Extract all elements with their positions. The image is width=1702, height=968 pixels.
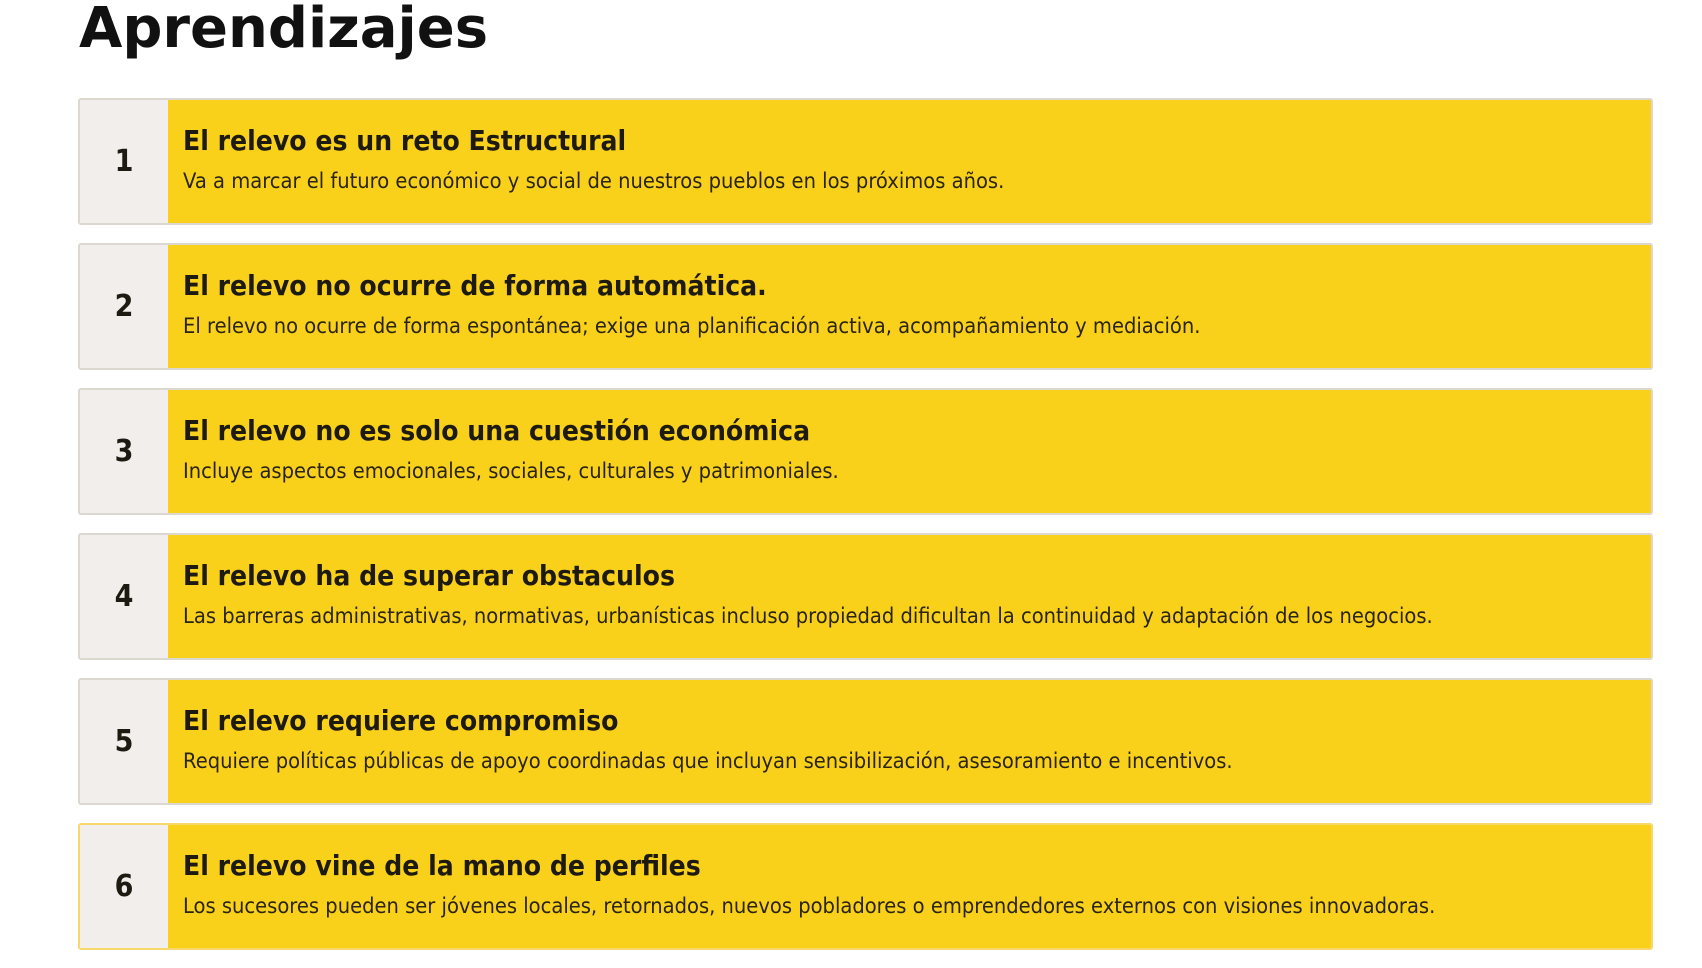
learnings-list: 1 El relevo es un reto Estructural Va a m… [78,98,1653,968]
item-number: 6 [80,825,168,948]
item-number: 5 [80,680,168,803]
learning-card-3: 3 El relevo no es solo una cuestión econ… [78,388,1653,515]
learning-card-2: 2 El relevo no ocurre de forma automátic… [78,243,1653,370]
item-description: Va a marcar el futuro económico y social… [183,169,1005,193]
item-number: 2 [80,245,168,368]
item-title: El relevo ha de superar obstaculos [183,559,675,592]
item-number: 1 [80,100,168,223]
item-description: Incluye aspectos emocionales, sociales, … [183,459,839,483]
item-description: Los sucesores pueden ser jóvenes locales… [183,894,1436,918]
item-description: El relevo no ocurre de forma espontánea;… [183,314,1201,338]
learning-card-5: 5 El relevo requiere compromiso Requiere … [78,678,1653,805]
item-description: Las barreras administrativas, normativas… [183,604,1433,628]
learning-card-6: 6 El relevo vine de la mano de perfiles L… [78,823,1653,950]
item-title: El relevo vine de la mano de perfiles [183,849,701,882]
item-title: El relevo no es solo una cuestión económ… [183,414,811,447]
page-title: Aprendizajes [79,0,489,61]
learning-card-1: 1 El relevo es un reto Estructural Va a m… [78,98,1653,225]
item-number: 3 [80,390,168,513]
item-title: El relevo requiere compromiso [183,704,619,737]
item-title: El relevo no ocurre de forma automática. [183,269,767,302]
item-number: 4 [80,535,168,658]
item-title: El relevo es un reto Estructural [183,124,627,157]
learning-card-4: 4 El relevo ha de superar obstaculos Las … [78,533,1653,660]
item-description: Requiere políticas públicas de apoyo coo… [183,749,1233,773]
